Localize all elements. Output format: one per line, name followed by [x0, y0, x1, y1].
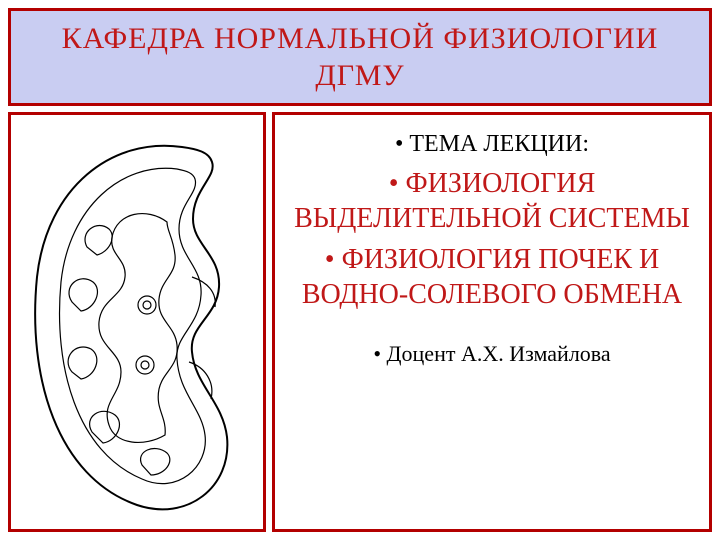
slide: КАФЕДРА НОРМАЛЬНОЙ ФИЗИОЛОГИИ ДГМУ	[0, 0, 720, 540]
kidney-lineart-icon	[17, 127, 257, 517]
header-title: КАФЕДРА НОРМАЛЬНОЙ ФИЗИОЛОГИИ ДГМУ	[23, 20, 697, 95]
slide-header: КАФЕДРА НОРМАЛЬНОЙ ФИЗИОЛОГИИ ДГМУ	[8, 8, 712, 106]
bullet-topic-label: ТЕМА ЛЕКЦИИ:	[285, 129, 699, 160]
slide-body: ТЕМА ЛЕКЦИИ: ФИЗИОЛОГИЯ ВЫДЕЛИТЕЛЬНОЙ СИ…	[8, 112, 712, 532]
kidney-image-box	[8, 112, 266, 532]
bullet-topic-1: ФИЗИОЛОГИЯ ВЫДЕЛИТЕЛЬНОЙ СИСТЕМЫ	[285, 166, 699, 236]
bullet-lecturer: Доцент А.Х. Измайлова	[285, 340, 699, 369]
bullet-topic-2: ФИЗИОЛОГИЯ ПОЧЕК И ВОДНО-СОЛЕВОГО ОБМЕНА	[285, 242, 699, 312]
content-box: ТЕМА ЛЕКЦИИ: ФИЗИОЛОГИЯ ВЫДЕЛИТЕЛЬНОЙ СИ…	[272, 112, 712, 532]
